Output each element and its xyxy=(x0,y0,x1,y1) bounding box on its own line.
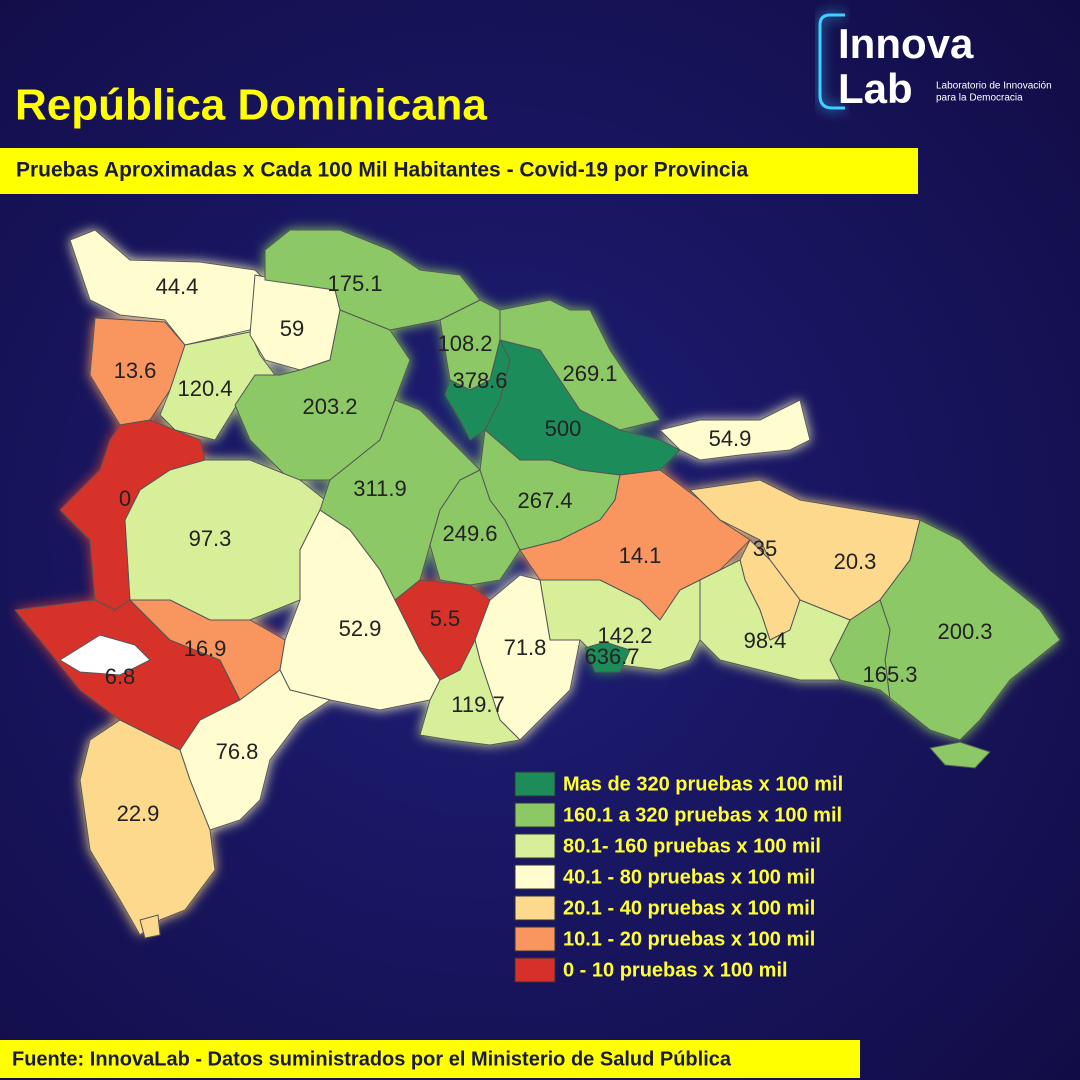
subtitle-box xyxy=(0,148,918,194)
province-value: 35 xyxy=(753,536,777,561)
footer-source: Fuente: InnovaLab - Datos suministrados … xyxy=(12,1048,732,1070)
legend-swatch xyxy=(514,926,556,952)
province-value: 54.9 xyxy=(709,426,752,451)
logo-innova: Innova xyxy=(838,20,974,67)
province xyxy=(499,299,661,431)
province xyxy=(124,459,326,621)
legend-label: Mas de 320 pruebas x 100 mil xyxy=(563,773,843,795)
province-value: 175.1 xyxy=(327,271,382,296)
subtitle: Pruebas Aproximadas x Cada 100 Mil Habit… xyxy=(16,159,748,182)
legend-swatch xyxy=(514,771,556,797)
title: República Dominicana xyxy=(15,81,487,130)
province-value: 108.2 xyxy=(437,331,492,356)
province-value: 142.2 xyxy=(597,623,652,648)
legend-swatch xyxy=(514,833,556,859)
province xyxy=(584,641,631,673)
province-value: 44.4 xyxy=(156,274,199,299)
legend-label: 40.1 - 80 pruebas x 100 mil xyxy=(563,866,815,888)
legend-label: 80.1- 160 pruebas x 100 mil xyxy=(563,835,821,857)
province-value: 165.3 xyxy=(862,662,917,687)
province-value: 76.8 xyxy=(216,739,259,764)
logo: Innova Lab Laboratorio de Innovación par… xyxy=(818,13,1052,112)
province-value: 5.5 xyxy=(430,606,461,631)
province-value: 6.8 xyxy=(105,664,136,689)
legend-label: 0 - 10 pruebas x 100 mil xyxy=(563,959,788,981)
legend-swatch xyxy=(514,957,556,983)
province xyxy=(234,309,411,481)
province-value: 22.9 xyxy=(117,801,160,826)
province-value: 0 xyxy=(119,486,131,511)
province-value: 13.6 xyxy=(114,358,157,383)
legend: Mas de 320 pruebas x 100 mil 160.1 a 320 … xyxy=(514,771,843,983)
isla-beata xyxy=(139,914,161,939)
province-value: 200.3 xyxy=(937,619,992,644)
province-value: 267.4 xyxy=(517,488,572,513)
province xyxy=(79,719,216,936)
logo-tagline: Laboratorio de Innovación xyxy=(936,81,1052,92)
province-value: 119.7 xyxy=(451,692,504,717)
province xyxy=(659,399,811,461)
map-labels: 44.4 13.6 120.4 59 175.1 203.2 0 97.3 6.8 16.9 52.… xyxy=(105,271,993,826)
province-value: 98.4 xyxy=(744,628,787,653)
legend-swatch xyxy=(514,802,556,828)
province-value: 14.1 xyxy=(619,543,662,568)
lake-enriquillo xyxy=(59,634,151,676)
logo-bracket xyxy=(818,13,845,110)
province-value: 71.8 xyxy=(504,635,547,660)
province xyxy=(699,559,851,681)
province-value: 97.3 xyxy=(189,526,232,551)
logo-lab: Lab xyxy=(838,65,913,112)
province-value: 52.9 xyxy=(339,616,382,641)
province xyxy=(539,579,701,671)
province-value: 311.9 xyxy=(353,476,406,501)
province-value: 203.2 xyxy=(302,394,357,419)
logo-tagline: para la Democracia xyxy=(936,93,1023,104)
footer-box xyxy=(0,1040,860,1078)
legend-label: 160.1 a 320 pruebas x 100 mil xyxy=(563,804,842,826)
isla-saona xyxy=(929,741,991,769)
province-value: 120.4 xyxy=(177,376,232,401)
legend-swatch xyxy=(514,864,556,890)
province-value: 249.6 xyxy=(442,521,497,546)
legend-label: 10.1 - 20 pruebas x 100 mil xyxy=(563,928,815,950)
map xyxy=(14,229,1061,936)
legend-label: 20.1 - 40 pruebas x 100 mil xyxy=(563,897,815,919)
province-value: 500 xyxy=(545,416,582,441)
province-value: 20.3 xyxy=(834,549,877,574)
province-value: 636.7 xyxy=(584,644,639,669)
province-value: 378.6 xyxy=(452,368,507,393)
legend-swatch xyxy=(514,895,556,921)
province xyxy=(419,638,522,746)
province-value: 16.9 xyxy=(184,636,227,661)
province-value: 59 xyxy=(280,316,304,341)
province-value: 269.1 xyxy=(562,361,617,386)
